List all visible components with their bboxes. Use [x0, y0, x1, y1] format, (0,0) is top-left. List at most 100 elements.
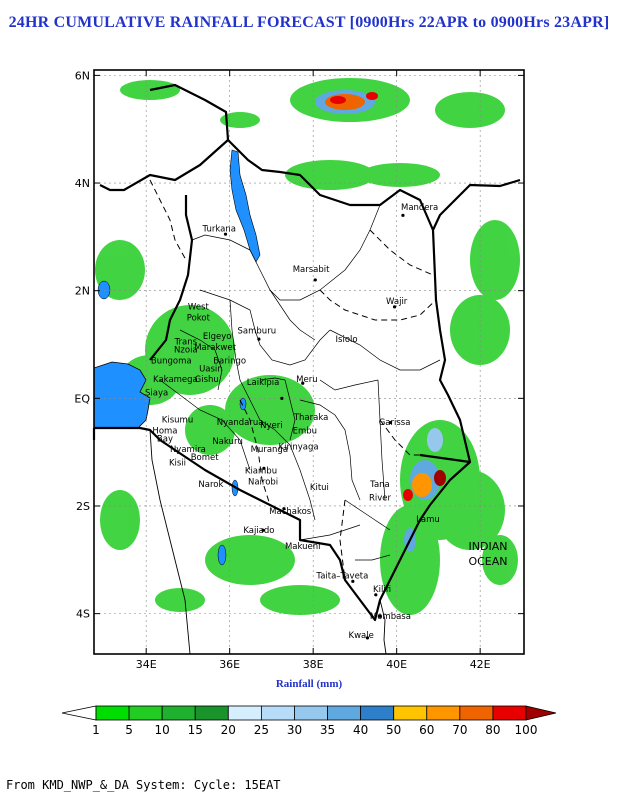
place-label: Elgeyo: [203, 332, 232, 342]
town-dot: [378, 614, 382, 618]
colorbar-level-label: 60: [419, 723, 434, 737]
town-dot: [374, 593, 378, 597]
place-label: Trans: [174, 338, 198, 348]
place-label: Kwale: [349, 631, 374, 641]
lat-tick-label: 4S: [76, 608, 90, 621]
place-label: Kitui: [310, 483, 329, 493]
town-dot: [223, 232, 228, 236]
rainfall-colorbar: 1 5 10 15 20 25 30 35 40 50 60 70 80 100: [61, 705, 557, 737]
place-label: Kisumu: [162, 416, 193, 426]
place-label: Wajir: [386, 297, 408, 307]
lake-turkana: [229, 149, 261, 263]
place-label: Tana: [369, 480, 390, 490]
colorbar-box: [294, 705, 328, 721]
gridlines: [94, 70, 524, 654]
ocean-label-line2: OCEAN: [468, 555, 507, 568]
place-label: Kisii: [169, 459, 186, 469]
town-dot: [401, 213, 405, 217]
lake-naivasha: [239, 397, 247, 411]
place-label: Bay: [157, 434, 173, 444]
place-label: Kirinyaga: [279, 442, 319, 452]
place-label: Muranga: [251, 445, 288, 455]
lat-tick-label: 2S: [76, 500, 90, 513]
colorbar-box: [327, 705, 362, 721]
place-label: Laikipia: [247, 378, 280, 388]
colorbar-level-label: 25: [254, 723, 269, 737]
ocean-label-line1: INDIAN: [469, 540, 508, 553]
place-label: Embu: [293, 426, 317, 436]
colorbar-level-label: 80: [485, 723, 500, 737]
town-dot: [351, 579, 355, 583]
place-label: Gishu: [195, 375, 219, 385]
colorbar-level-label: 50: [386, 723, 401, 737]
plot-frame: [93, 69, 525, 655]
colorbar-box: [459, 705, 494, 721]
place-label: Nairobi: [248, 477, 278, 487]
colorbar-box: [260, 705, 295, 721]
town-dot: [280, 396, 284, 400]
lake-manyara: [217, 544, 227, 566]
colorbar-level-label: 70: [452, 723, 467, 737]
colorbar-box: [128, 705, 163, 721]
town-dot: [261, 528, 265, 532]
place-label: Kajiado: [243, 526, 274, 536]
town-dot: [282, 507, 286, 511]
place-label: Machakos: [269, 507, 312, 517]
place-label: Siaya: [145, 389, 168, 399]
colorbar-level-label: 35: [320, 723, 335, 737]
colorbar-box: [492, 705, 527, 721]
lon-tick-label: 42E: [470, 658, 491, 671]
place-label: Nakuru: [212, 437, 243, 447]
place-label: Taita–Taveta: [315, 572, 368, 582]
place-label: Uasin: [199, 364, 223, 374]
place-label: Samburu: [238, 327, 277, 337]
lon-tick-label: 34E: [136, 658, 157, 671]
colorbar-box: [161, 705, 196, 721]
colorbar-box: [426, 705, 461, 721]
map-title: 24HR CUMULATIVE RAINFALL FORECAST [0900H…: [8, 14, 610, 31]
colorbar-level-label: 10: [155, 723, 170, 737]
heavy-rainfall-cells: [315, 90, 446, 552]
lon-tick-label: 40E: [386, 658, 407, 671]
colorbar-label: Rainfall (mm): [275, 678, 343, 690]
place-label: Turkana: [202, 224, 236, 234]
place-label: Makueni: [285, 542, 321, 552]
place-label: Baringo: [213, 356, 246, 366]
colorbar-level-label: 15: [188, 723, 203, 737]
place-label: Kakamega: [153, 375, 198, 385]
town-dot: [313, 278, 317, 282]
place-label: Narok: [198, 480, 223, 490]
colorbar-box: [95, 705, 130, 721]
lake-victoria: [93, 361, 151, 429]
colorbar-level-label: 30: [287, 723, 302, 737]
place-label: Pokot: [187, 313, 211, 323]
place-label: Bungoma: [151, 356, 192, 366]
place-label: West: [188, 303, 210, 313]
town-dot: [365, 636, 370, 640]
place-label: Lamu: [416, 515, 440, 525]
place-label: Homa: [152, 426, 177, 436]
county-boundaries-dashed: [149, 179, 437, 581]
colorbar-level-label: 40: [353, 723, 368, 737]
rainfall-layer: [95, 78, 520, 615]
place-label: Nzoia: [174, 346, 198, 356]
place-label: Marakwet: [194, 343, 236, 353]
place-label: River: [369, 494, 392, 504]
footer-cycle-info: From KMD_NWP_&_DA System: Cycle: 15EAT: [6, 778, 281, 792]
place-label: Meru: [296, 375, 317, 385]
place-label: Mandera: [401, 203, 438, 213]
place-label: Mombasa: [370, 612, 411, 622]
colorbar-box: [393, 705, 428, 721]
colorbar-box: [194, 705, 229, 721]
colorbar-level-label: 100: [515, 723, 538, 737]
national-boundaries: [92, 83, 521, 622]
map-axes: 34E 36E 38E 40E 42E 6N 4N 2N EQ 2S 4S: [74, 69, 524, 671]
town-dot: [388, 420, 393, 425]
county-boundaries: [159, 204, 441, 561]
place-label: Tharaka: [293, 413, 328, 423]
lat-tick-label: 2N: [75, 285, 90, 298]
place-label: Nyandarua: [217, 418, 264, 428]
colorbar-level-label: 5: [125, 723, 133, 737]
town-dot: [262, 466, 266, 470]
